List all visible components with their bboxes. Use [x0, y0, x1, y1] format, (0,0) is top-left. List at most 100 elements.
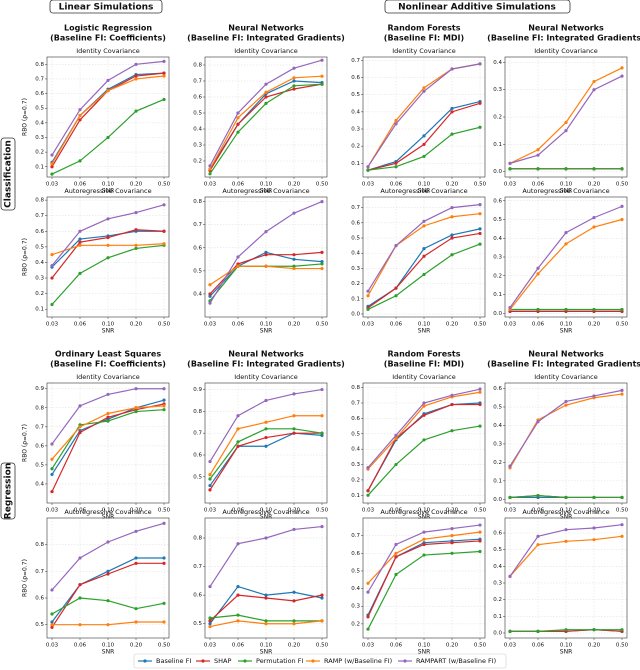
x-tick-label: 0.20 — [588, 508, 601, 514]
x-tick-label: 0.20 — [446, 643, 459, 649]
x-tick-label: 0.03 — [362, 643, 375, 649]
plot-frame — [504, 517, 628, 639]
point — [264, 95, 268, 99]
point — [162, 408, 166, 412]
y-tick-label: 0.2 — [351, 621, 360, 627]
point — [450, 132, 454, 136]
panel-subtitle: Identity Covariance — [392, 47, 455, 55]
point — [620, 534, 624, 538]
panel-subtitle: Autoregressive Covariance — [64, 508, 151, 516]
point — [620, 217, 624, 222]
series-line — [209, 525, 323, 587]
point — [320, 82, 324, 86]
series-line — [367, 538, 481, 616]
x-tick-label: 0.06 — [232, 182, 245, 188]
point — [394, 551, 398, 555]
x-tick-label: 0.03 — [504, 508, 517, 514]
y-tick-label: 0.7 — [35, 76, 44, 82]
point — [450, 551, 454, 555]
y-tick-label: 0.5 — [351, 92, 360, 98]
y-tick-label: 0.5 — [193, 474, 202, 480]
plot-frame — [362, 517, 486, 639]
x-tick-label: 0.50 — [474, 643, 487, 649]
x-axis-label: SNR — [418, 328, 430, 335]
point — [208, 167, 212, 171]
point — [450, 236, 454, 240]
panel-subtitle: Identity Covariance — [76, 373, 139, 381]
point — [564, 231, 568, 235]
point — [320, 260, 324, 264]
point — [450, 402, 454, 407]
x-tick-label: 0.03 — [362, 322, 375, 328]
x-tick-label: 0.10 — [102, 182, 115, 188]
legend-label: Permutation FI — [256, 657, 303, 665]
point — [106, 392, 110, 397]
x-axis-label: SNR — [102, 649, 114, 656]
x-axis-label: SNR — [418, 649, 430, 656]
x-tick-label: 0.10 — [102, 643, 115, 649]
panel-title: Ordinary Least Squares — [55, 350, 162, 359]
point — [422, 86, 426, 90]
x-tick-label: 0.10 — [102, 322, 115, 328]
x-tick-label: 0.06 — [532, 182, 545, 188]
y-tick-label: 0.4 — [351, 109, 360, 115]
y-tick-label: 0.6 — [193, 95, 202, 101]
y-tick-label: 0.4 — [351, 251, 360, 257]
point — [366, 307, 370, 312]
point — [450, 429, 454, 433]
point — [478, 530, 482, 534]
y-tick-label: 0.4 — [193, 291, 202, 297]
point — [478, 390, 482, 394]
x-tick-label: 0.20 — [288, 508, 301, 514]
x-tick-label: 0.10 — [260, 643, 273, 649]
header: Nonlinear Additive Simulations — [398, 3, 556, 13]
point — [162, 404, 166, 408]
point — [106, 569, 110, 573]
x-axis-label: SNR — [102, 514, 114, 521]
x-tick-label: 0.10 — [418, 508, 431, 514]
point — [106, 78, 110, 83]
panel-subtitle: Autoregressive Covariance — [380, 508, 467, 516]
point — [134, 607, 138, 611]
point — [236, 262, 240, 266]
point — [320, 593, 324, 597]
y-tick-label: 0.9 — [35, 386, 44, 392]
point — [620, 66, 624, 70]
point — [264, 82, 268, 86]
point — [320, 58, 324, 62]
point — [236, 111, 240, 115]
x-tick-label: 0.50 — [158, 643, 171, 649]
y-tick-label: 0.8 — [35, 405, 44, 411]
point — [236, 414, 240, 418]
panel-title: Neural Networks — [228, 24, 304, 33]
y-tick-label: 0.0 — [493, 497, 502, 503]
point — [50, 467, 54, 471]
point — [592, 88, 596, 92]
point — [50, 588, 54, 592]
point — [208, 483, 212, 488]
point — [450, 526, 454, 531]
x-axis-label: SNR — [560, 649, 572, 656]
y-tick-label: 0.8 — [193, 199, 202, 205]
x-tick-label: 0.10 — [418, 643, 431, 649]
point — [236, 122, 240, 126]
x-tick-label: 0.20 — [288, 643, 301, 649]
y-tick-label: 0.2 — [493, 273, 502, 279]
y-tick-label: 0.1 — [351, 296, 360, 302]
y-tick-label: 0.2 — [35, 150, 44, 156]
y-tick-label: 0.0 — [493, 169, 502, 175]
y-tick-label: 0.7 — [193, 564, 202, 570]
point — [620, 307, 624, 312]
y-tick-label: 0.2 — [351, 144, 360, 150]
point — [366, 581, 370, 585]
x-tick-label: 0.20 — [130, 643, 143, 649]
plot-frame — [46, 196, 170, 318]
y-tick-label: 0.2 — [351, 281, 360, 287]
point — [366, 493, 370, 497]
x-tick-label: 0.50 — [616, 508, 629, 514]
point — [422, 404, 426, 408]
point — [208, 619, 212, 623]
x-tick-label: 0.10 — [260, 322, 273, 328]
point — [162, 74, 166, 78]
point — [422, 154, 426, 159]
